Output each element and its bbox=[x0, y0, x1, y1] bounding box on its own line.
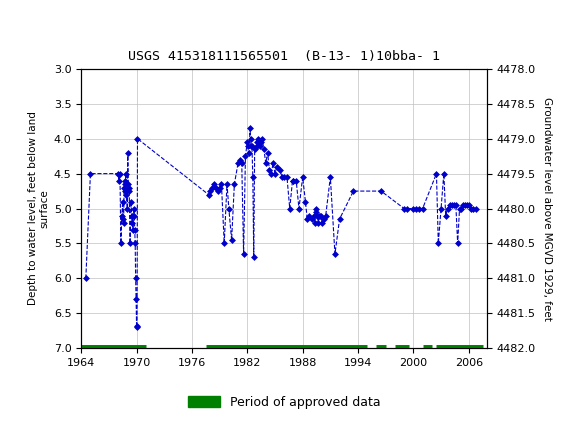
Y-axis label: Depth to water level, feet below land
surface: Depth to water level, feet below land su… bbox=[28, 112, 49, 305]
Text: ≡USGS: ≡USGS bbox=[4, 10, 75, 28]
Y-axis label: Groundwater level above MGVD 1929, feet: Groundwater level above MGVD 1929, feet bbox=[542, 97, 552, 320]
Legend: Period of approved data: Period of approved data bbox=[183, 390, 385, 414]
Bar bbox=[3, 3, 52, 36]
Title: USGS 415318111565501  (B-13- 1)10bba- 1: USGS 415318111565501 (B-13- 1)10bba- 1 bbox=[128, 50, 440, 64]
